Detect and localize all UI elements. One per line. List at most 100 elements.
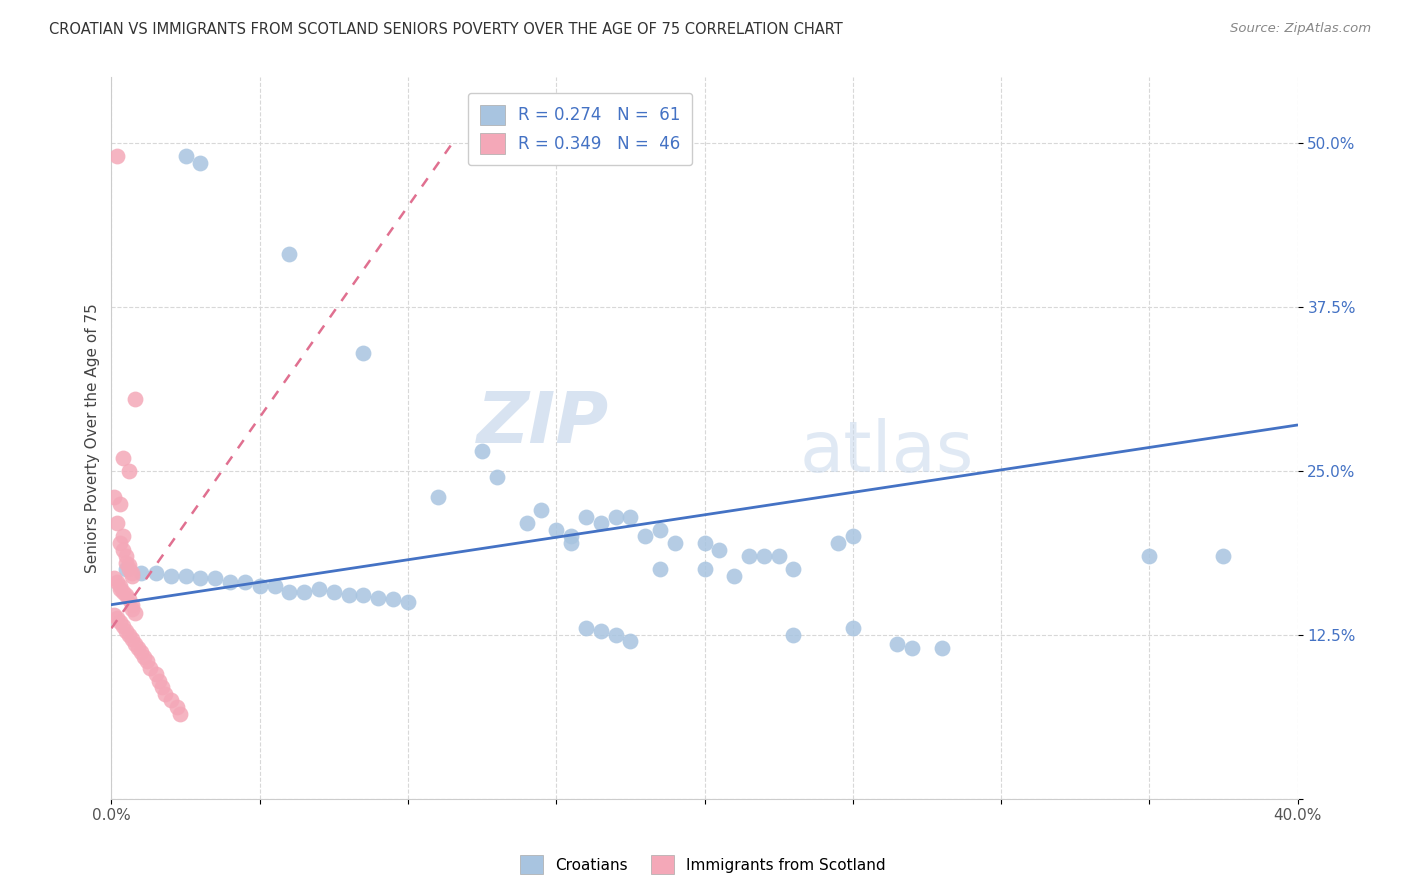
Text: Source: ZipAtlas.com: Source: ZipAtlas.com (1230, 22, 1371, 36)
Point (105, 611, 128, 625)
Point (292, 584, 315, 599)
Point (127, 640, 149, 655)
Point (575, 509, 598, 524)
Point (150, 680, 173, 694)
Point (1212, 549, 1234, 563)
Point (842, 529, 865, 543)
Y-axis label: Seniors Poverty Over the Age of 75: Seniors Poverty Over the Age of 75 (86, 303, 100, 573)
Point (738, 549, 761, 563)
Point (382, 592, 405, 607)
Point (249, 579, 271, 593)
Point (169, 706, 191, 721)
Point (110, 579, 132, 593)
Point (648, 523, 671, 537)
Point (768, 549, 790, 563)
Point (204, 571, 226, 585)
Point (782, 628, 804, 642)
Point (136, 654, 159, 668)
Legend: R = 0.274   N =  61, R = 0.349   N =  46: R = 0.274 N = 61, R = 0.349 N = 46 (468, 93, 692, 165)
Point (219, 575, 242, 590)
Point (396, 595, 419, 609)
Point (353, 346, 375, 360)
Point (842, 621, 865, 635)
Point (634, 529, 657, 543)
Point (664, 536, 686, 550)
Legend: Croatians, Immigrants from Scotland: Croatians, Immigrants from Scotland (515, 849, 891, 880)
Point (115, 624, 138, 638)
Point (278, 247, 301, 261)
Point (115, 589, 138, 603)
Point (110, 582, 132, 596)
Point (112, 618, 135, 632)
Point (619, 509, 641, 524)
Point (605, 509, 627, 524)
Point (353, 589, 375, 603)
Point (886, 637, 908, 651)
Point (118, 562, 141, 576)
Point (648, 562, 671, 576)
Point (709, 542, 731, 557)
Point (124, 637, 146, 651)
Point (693, 562, 716, 576)
Point (115, 556, 138, 570)
Point (121, 601, 143, 615)
Point (145, 667, 167, 681)
Point (118, 628, 141, 642)
Point (112, 542, 135, 557)
Point (605, 628, 627, 642)
Text: atlas: atlas (800, 418, 974, 487)
Point (723, 569, 745, 583)
Point (103, 490, 125, 504)
Point (115, 562, 138, 576)
Point (112, 450, 135, 465)
Point (118, 464, 141, 478)
Point (105, 516, 128, 531)
Point (121, 569, 143, 583)
Point (159, 693, 181, 707)
Point (174, 569, 197, 583)
Point (471, 444, 494, 458)
Point (121, 598, 143, 612)
Point (129, 566, 152, 581)
Point (901, 640, 924, 655)
Point (233, 575, 256, 590)
Point (530, 503, 553, 517)
Point (278, 584, 301, 599)
Point (103, 608, 125, 623)
Point (308, 582, 330, 596)
Point (827, 536, 849, 550)
Point (546, 523, 568, 537)
Point (166, 700, 188, 714)
Point (589, 624, 612, 638)
Point (105, 149, 128, 163)
Point (118, 558, 141, 573)
Point (110, 615, 132, 629)
Point (153, 687, 176, 701)
Point (105, 575, 128, 590)
Point (159, 569, 181, 583)
Point (560, 529, 582, 543)
Point (337, 589, 360, 603)
Point (112, 529, 135, 543)
Point (124, 392, 146, 406)
Point (426, 490, 449, 504)
Point (112, 584, 135, 599)
Point (1137, 549, 1160, 563)
Point (931, 640, 953, 655)
Point (693, 536, 716, 550)
Point (322, 584, 344, 599)
Text: CROATIAN VS IMMIGRANTS FROM SCOTLAND SENIORS POVERTY OVER THE AGE OF 75 CORRELAT: CROATIAN VS IMMIGRANTS FROM SCOTLAND SEN… (49, 22, 844, 37)
Text: ZIP: ZIP (478, 389, 610, 458)
Point (110, 536, 132, 550)
Point (367, 591, 389, 606)
Point (103, 571, 125, 585)
Point (132, 650, 155, 665)
Point (560, 536, 582, 550)
Point (148, 673, 170, 688)
Point (121, 566, 143, 581)
Point (118, 592, 141, 607)
Point (145, 566, 167, 581)
Point (589, 516, 612, 531)
Point (115, 549, 138, 563)
Point (139, 660, 162, 674)
